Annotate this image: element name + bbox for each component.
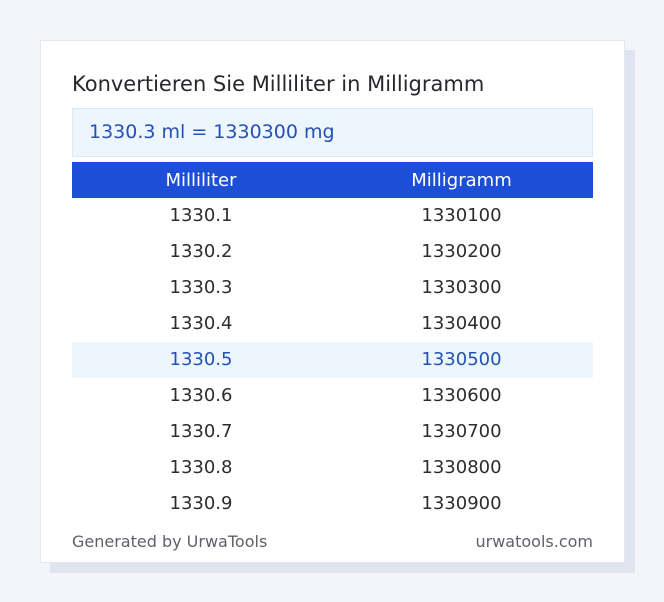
- cell-milliliter: 1330.9: [169, 493, 233, 514]
- cell-milliliter: 1330.1: [169, 205, 233, 226]
- cell-milligramm: 1330800: [421, 457, 502, 478]
- table-row: 1330.9 1330900: [72, 486, 593, 522]
- cell-milligramm: 1330200: [421, 241, 502, 262]
- table-row: 1330.4 1330400: [72, 306, 593, 342]
- table-row: 1330.6 1330600: [72, 378, 593, 414]
- cell-milligramm: 1330600: [421, 385, 502, 406]
- cell-milligramm: 1330300: [421, 277, 502, 298]
- cell-milligramm: 1330500: [421, 349, 502, 370]
- generated-by-text: Generated by UrwaTools: [72, 532, 268, 551]
- table-row: 1330.8 1330800: [72, 450, 593, 486]
- table-row: 1330.7 1330700: [72, 414, 593, 450]
- cell-milligramm: 1330700: [421, 421, 502, 442]
- cell-milligramm: 1330900: [421, 493, 502, 514]
- cell-milligramm: 1330100: [421, 205, 502, 226]
- cell-milliliter: 1330.8: [169, 457, 233, 478]
- cell-milliliter: 1330.4: [169, 313, 233, 334]
- cell-milliliter: 1330.6: [169, 385, 233, 406]
- table-row: 1330.2 1330200: [72, 234, 593, 270]
- table-row: 1330.1 1330100: [72, 198, 593, 234]
- cell-milliliter: 1330.7: [169, 421, 233, 442]
- cell-milliliter: 1330.5: [169, 349, 233, 370]
- site-link[interactable]: urwatools.com: [475, 532, 594, 551]
- table-header: Milliliter Milligramm: [72, 162, 593, 198]
- table-row: 1330.3 1330300: [72, 270, 593, 306]
- page-title: Konvertieren Sie Milliliter in Milligram…: [72, 72, 485, 96]
- result-text: 1330.3 ml = 1330300 mg: [89, 121, 335, 143]
- cell-milliliter: 1330.2: [169, 241, 233, 262]
- cell-milliliter: 1330.3: [169, 277, 233, 298]
- table-row-highlighted: 1330.5 1330500: [72, 342, 593, 378]
- column-header-milliliter: Milliliter: [165, 170, 237, 191]
- column-header-milligramm: Milligramm: [411, 170, 512, 191]
- conversion-table: Milliliter Milligramm 1330.1 1330100 133…: [72, 162, 593, 522]
- converter-card: Konvertieren Sie Milliliter in Milligram…: [40, 40, 625, 563]
- cell-milligramm: 1330400: [421, 313, 502, 334]
- result-box: 1330.3 ml = 1330300 mg: [72, 108, 593, 157]
